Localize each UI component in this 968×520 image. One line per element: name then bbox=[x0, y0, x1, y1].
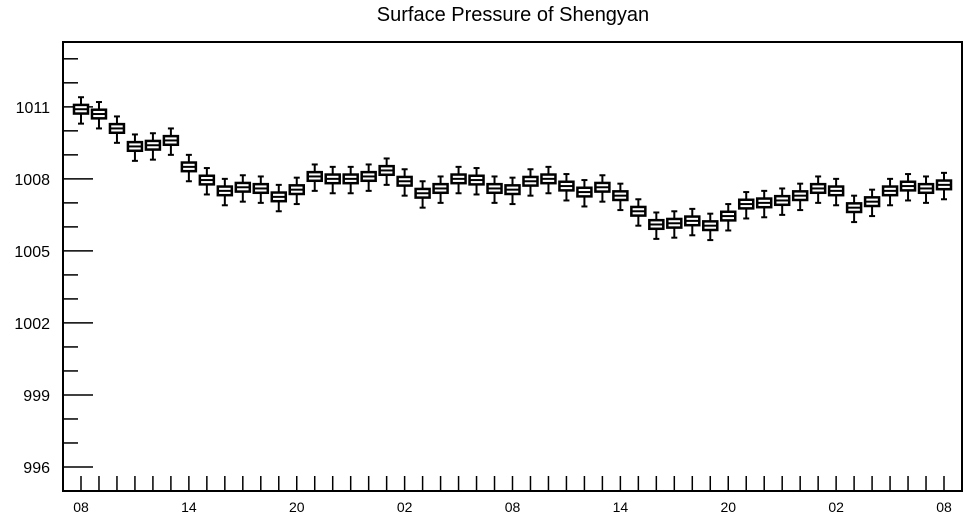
x-tick-label: 20 bbox=[289, 499, 305, 515]
x-tick-label: 14 bbox=[613, 499, 629, 515]
box-plot bbox=[72, 96, 90, 125]
box-plot bbox=[468, 167, 485, 196]
box-plot bbox=[773, 187, 791, 216]
box-plot bbox=[324, 165, 341, 195]
box-plot bbox=[216, 177, 234, 207]
box-plot bbox=[755, 189, 773, 219]
box-plot bbox=[684, 207, 701, 237]
box-plot bbox=[162, 127, 180, 156]
box-plot bbox=[630, 198, 647, 227]
box-plot bbox=[648, 211, 665, 240]
x-tick-label: 14 bbox=[181, 499, 197, 515]
chart-title: Surface Pressure of Shengyan bbox=[376, 4, 650, 26]
box-plot bbox=[899, 173, 917, 202]
y-tick-label: 1011 bbox=[16, 100, 51, 117]
box-plot bbox=[450, 165, 467, 195]
box-plot bbox=[522, 168, 539, 197]
y-tick-label: 999 bbox=[23, 388, 50, 405]
box-plot bbox=[270, 183, 288, 213]
plot-frame bbox=[62, 41, 963, 492]
box-plot bbox=[180, 153, 198, 183]
box-plot bbox=[737, 191, 755, 220]
box-plot bbox=[306, 163, 323, 192]
box-plot bbox=[594, 174, 611, 203]
box-plot bbox=[198, 167, 216, 196]
y-tick-label: 1005 bbox=[14, 244, 50, 261]
y-tick-label: 996 bbox=[23, 460, 50, 477]
box-plot bbox=[702, 212, 719, 242]
box-plot bbox=[558, 173, 575, 202]
x-tick-label: 08 bbox=[73, 499, 89, 515]
box-plot bbox=[342, 165, 359, 195]
box-plot bbox=[144, 132, 162, 161]
box-plot bbox=[396, 168, 413, 197]
box-plot bbox=[234, 174, 252, 203]
box-plot bbox=[540, 165, 557, 195]
box-plot bbox=[504, 176, 521, 206]
box-plot bbox=[90, 101, 108, 130]
x-tick-label: 02 bbox=[828, 499, 844, 515]
box-plot bbox=[288, 176, 305, 206]
box-plot bbox=[791, 182, 809, 212]
box-plot bbox=[845, 194, 863, 224]
boxes bbox=[72, 96, 953, 242]
box-plot bbox=[486, 175, 503, 204]
box-plot bbox=[414, 180, 431, 209]
box-plot bbox=[827, 177, 845, 207]
box-plot bbox=[666, 210, 683, 239]
x-tick-label: 02 bbox=[397, 499, 413, 515]
box-plot bbox=[720, 203, 737, 232]
box-plot bbox=[378, 157, 395, 186]
box-plot bbox=[809, 175, 827, 204]
box-plot bbox=[576, 179, 593, 208]
box-plot bbox=[108, 115, 126, 144]
y-tick-label: 1008 bbox=[14, 172, 50, 189]
x-tick-label: 08 bbox=[505, 499, 521, 515]
x-tick-label: 20 bbox=[720, 499, 736, 515]
box-plot bbox=[126, 133, 144, 162]
box-plot bbox=[252, 175, 270, 204]
box-plot bbox=[935, 171, 953, 201]
box-plot bbox=[917, 175, 935, 204]
y-tick-label: 1002 bbox=[14, 316, 50, 333]
box-plot bbox=[612, 182, 629, 212]
box-plot bbox=[863, 188, 881, 218]
box-plot bbox=[881, 177, 899, 207]
axes: 996 999 1002 1005 1008 1011 08 14 20 02 08 14 20 02 08 bbox=[14, 41, 963, 515]
box-plot bbox=[432, 175, 449, 204]
box-plot bbox=[360, 163, 377, 192]
x-tick-label: 08 bbox=[936, 499, 952, 515]
